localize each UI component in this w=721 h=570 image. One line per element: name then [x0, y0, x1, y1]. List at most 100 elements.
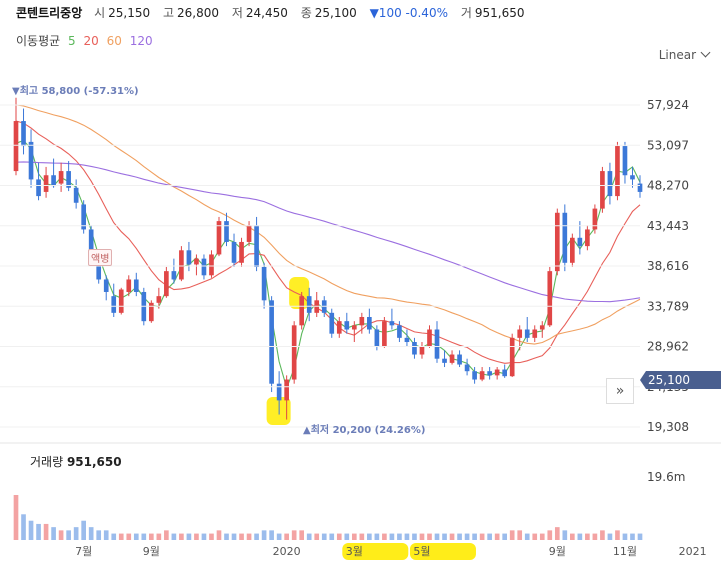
ma60-line — [15, 104, 641, 345]
ma120-legend[interactable]: 120 — [129, 34, 153, 48]
candle-body — [224, 221, 229, 242]
candle-body — [118, 289, 124, 313]
volume-bar — [427, 533, 432, 540]
volume-bar — [194, 533, 199, 540]
candle-body — [487, 371, 492, 376]
current-price-tag: 25,100 — [640, 371, 721, 389]
y-tick-label: 57,924 — [647, 98, 689, 112]
volume-bar — [246, 533, 252, 540]
volume-bar — [179, 533, 184, 540]
volume-bar — [442, 533, 447, 540]
volume-bar — [554, 527, 560, 540]
candle-body — [96, 258, 102, 280]
volume-bar — [502, 533, 508, 540]
volume-bar — [397, 533, 402, 540]
candle-body — [73, 187, 79, 203]
stock-name: 콘텐트리중앙 — [16, 6, 83, 20]
volume-bar — [479, 533, 485, 540]
candle-body — [412, 342, 417, 355]
candle-body — [261, 266, 267, 301]
candle-body — [186, 250, 192, 265]
volume-bar — [239, 533, 244, 540]
candle-body — [419, 346, 425, 355]
ma-legend-title: 이동평균 — [16, 34, 61, 48]
volume-header-label: 거 — [460, 6, 472, 20]
candle-body — [622, 146, 628, 176]
volume-bar — [58, 530, 64, 540]
y-tick-label: 38,616 — [647, 259, 689, 273]
candle-body — [276, 383, 282, 401]
volume-bar — [224, 533, 229, 540]
candle-body — [637, 183, 643, 192]
volume-bar — [51, 527, 56, 540]
event-badge[interactable]: 액병 — [88, 249, 113, 266]
scroll-to-latest-button[interactable]: » — [606, 378, 634, 404]
ma120-line — [15, 161, 641, 303]
candle-body — [306, 296, 312, 313]
ma60-legend[interactable]: 60 — [106, 34, 122, 48]
volume-bar — [231, 533, 237, 540]
volume-bar — [434, 533, 440, 540]
volume-bar — [209, 533, 214, 540]
scale-dropdown[interactable]: Linear — [658, 47, 711, 62]
candle-body — [194, 258, 199, 265]
candle-body — [434, 329, 440, 359]
low-value: 24,450 — [245, 6, 288, 20]
candle-body — [615, 146, 620, 197]
candle-body — [457, 354, 462, 365]
volume-bar — [336, 533, 342, 540]
close-value: 25,100 — [314, 6, 357, 20]
high-label: 고 — [162, 6, 174, 20]
volume-bar — [141, 533, 147, 540]
volume-value: 951,650 — [66, 455, 122, 469]
ma20-legend[interactable]: 20 — [83, 34, 99, 48]
volume-bar — [21, 514, 26, 540]
volume-panel-label: 거래량 951,650 — [30, 453, 122, 470]
candle-body — [81, 204, 86, 230]
volume-bar — [351, 533, 357, 540]
ma5-legend[interactable]: 5 — [68, 34, 76, 48]
candle-body — [103, 279, 109, 292]
candle-body — [148, 302, 154, 322]
y-axis: 57,924 53,097 48,270 43,443 38,616 33,789 28,9… — [0, 98, 689, 434]
x-tick-label: 2021 — [679, 545, 707, 558]
volume-bar — [269, 530, 274, 540]
y-tick-label: 19,308 — [647, 420, 689, 434]
scale-dropdown-label: Linear — [658, 48, 696, 62]
candle-body — [374, 329, 380, 347]
volume-bar — [607, 533, 613, 540]
volume-bar — [539, 533, 545, 540]
candle-body — [329, 312, 335, 334]
candle-body — [562, 212, 568, 263]
candle-body — [449, 354, 455, 363]
ma20-line — [15, 120, 641, 364]
candles — [13, 97, 643, 420]
volume-bar — [13, 495, 19, 540]
x-tick-label: 3월 — [346, 545, 363, 558]
volume-bar — [73, 527, 79, 540]
highlight-mark — [266, 397, 291, 425]
volume-bar — [254, 533, 259, 540]
volume-bar — [164, 530, 169, 540]
volume-bar — [171, 533, 177, 540]
volume-bar — [637, 533, 643, 540]
volume-bar — [622, 533, 628, 540]
y-tick-label: 28,962 — [647, 340, 689, 354]
volume-bar — [577, 533, 583, 540]
low-label: 저 — [231, 6, 243, 20]
candle-body — [502, 369, 508, 377]
volume-bar — [359, 533, 365, 540]
candle-body — [397, 325, 402, 338]
candle-body — [231, 241, 237, 263]
candle-body — [246, 225, 252, 242]
volume-bar — [111, 533, 117, 540]
x-tick-label: 5월 — [413, 545, 430, 558]
candle-body — [509, 337, 515, 377]
candle-body — [269, 300, 274, 384]
volume-bar — [630, 533, 635, 540]
candle-body — [111, 296, 117, 313]
volume-bar — [367, 533, 372, 540]
x-axis: 7월 9월 2020 3월 5월 9월 11월 2021 — [75, 543, 707, 560]
y-tick-label: 53,097 — [647, 138, 689, 152]
